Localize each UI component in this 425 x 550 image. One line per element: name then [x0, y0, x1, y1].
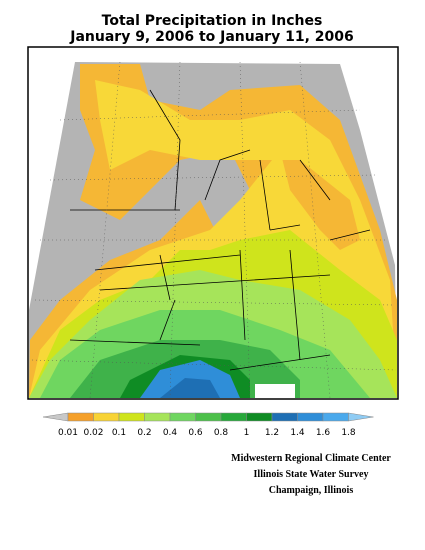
- legend-label: 1.2: [265, 428, 279, 438]
- credit-line: Champaign, Illinois: [269, 485, 354, 496]
- legend-swatch: [271, 412, 298, 422]
- legend-label: 0.01: [58, 428, 78, 438]
- legend-label: 0.1: [112, 428, 126, 438]
- legend-label: 1.4: [290, 428, 305, 438]
- legend-swatch: [118, 412, 145, 422]
- legend-swatch: [348, 412, 374, 422]
- legend-swatch: [246, 412, 273, 422]
- title: Total Precipitation in Inches: [102, 13, 323, 29]
- credits: Midwestern Regional Climate Center Illino…: [231, 453, 391, 496]
- legend-label: 1.8: [341, 428, 356, 438]
- legend-label: 1: [244, 428, 250, 438]
- legend-swatch: [67, 412, 94, 422]
- legend-label: 0.02: [83, 428, 103, 438]
- legend-label: 0.8: [214, 428, 229, 438]
- legend-swatch: [42, 412, 69, 422]
- legend-label: 0.4: [163, 428, 178, 438]
- legend-swatch: [322, 412, 349, 422]
- legend-swatch: [297, 412, 324, 422]
- legend: 0.01 0.02 0.1 0.2 0.4 0.6 0.8 1 1.2 1.4 1.6 1.8: [42, 412, 374, 438]
- map: [27, 46, 399, 400]
- legend-swatch: [169, 412, 196, 422]
- credit-line: Illinois State Water Survey: [254, 469, 369, 480]
- legend-swatch: [93, 412, 120, 422]
- legend-swatch: [195, 412, 222, 422]
- legend-swatch: [144, 412, 171, 422]
- legend-label: 0.6: [188, 428, 203, 438]
- subtitle: January 9, 2006 to January 11, 2006: [69, 29, 353, 45]
- legend-swatch: [220, 412, 247, 422]
- legend-label: 1.6: [316, 428, 331, 438]
- credit-line: Midwestern Regional Climate Center: [231, 453, 391, 464]
- legend-label: 0.2: [137, 428, 151, 438]
